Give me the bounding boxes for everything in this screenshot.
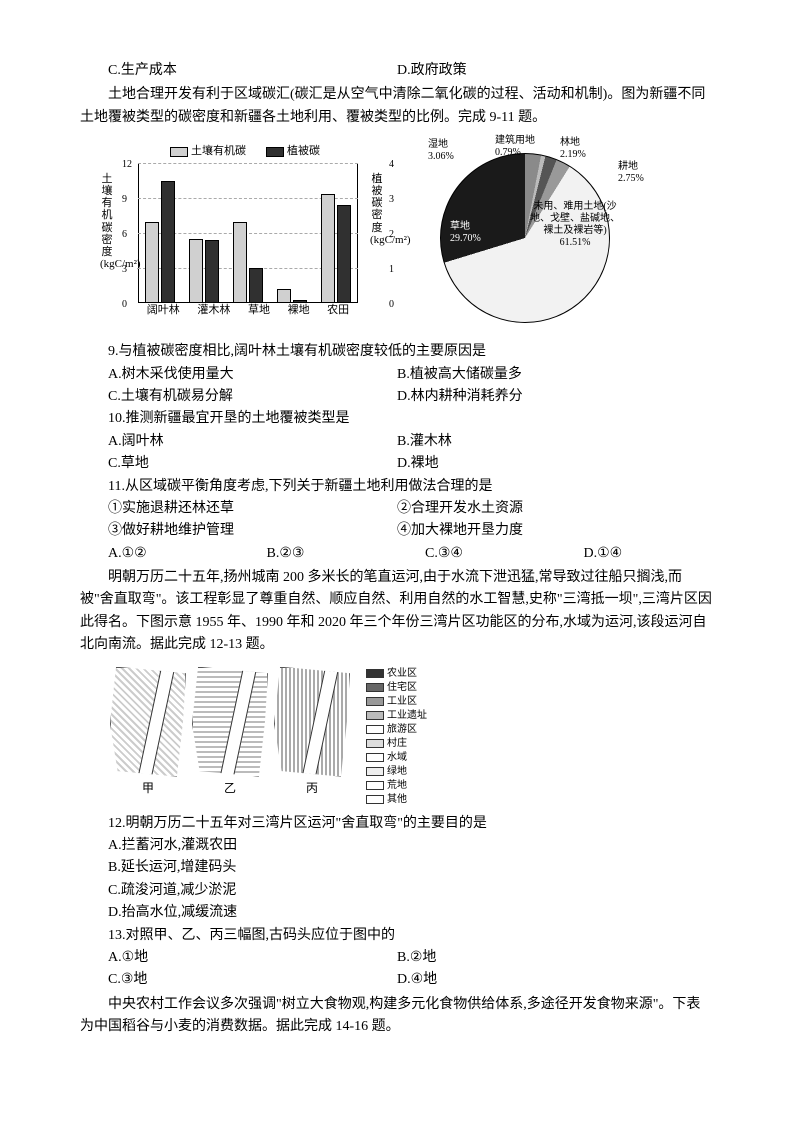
maps-figure: 甲 乙 丙 农业区住宅区工业区工业遗址旅游区村庄水域绿地荒地其他 [110,667,714,807]
pie-forest: 林地2.19% [560,137,586,161]
q10-c: C.草地 [80,453,397,475]
q13-d: D.④地 [397,969,714,991]
legend-soil: 土壤有机碳 [191,145,246,157]
q11-stem: 11.从区域碳平衡角度考虑,下列关于新疆土地利用做法合理的是 [80,476,714,498]
pie-unused: 未用、难用土地(沙地、戈壁、盐碱地、裸土及裸岩等)61.51% [530,201,620,249]
pie-wet: 湿地3.06% [428,139,454,163]
q13-a: A.①地 [80,947,397,969]
q12-b: B.延长运河,增建码头 [80,857,714,879]
map-caption-c: 丙 [274,779,350,798]
intro-2: 明朝万历二十五年,扬州城南 200 多米长的笔直运河,由于水流下泄迅猛,常导致过… [80,567,714,657]
map-a [110,667,186,777]
q13-stem: 13.对照甲、乙、丙三幅图,古码头应位于图中的 [80,925,714,947]
legend-veg: 植被碳 [287,145,320,157]
q10-a: A.阔叶林 [80,431,397,453]
q11-o3: ③做好耕地维护管理 [80,520,397,542]
intro-1: 土地合理开发有利于区域碳汇(碳汇是从空气中清除二氧化碳的过程、活动和机制)。图为… [80,84,714,129]
map-caption-a: 甲 [110,779,186,798]
q9-d: D.林内耕种消耗养分 [397,386,714,408]
q13-b: B.②地 [397,947,714,969]
q9-b: B.植被高大储碳量多 [397,364,714,386]
q11-a: A.①② [80,543,239,565]
map-caption-b: 乙 [192,779,268,798]
q11-o1: ①实施退耕还林还草 [80,498,397,520]
q12-a: A.拦蓄河水,灌溉农田 [80,835,714,857]
opt-d: D.政府政策 [397,60,714,82]
q11-o2: ②合理开发水土资源 [397,498,714,520]
q10-b: B.灌木林 [397,431,714,453]
q9-stem: 9.与植被碳密度相比,阔叶林土壤有机碳密度较低的主要原因是 [80,341,714,363]
q10-stem: 10.推测新疆最宜开垦的土地覆被类型是 [80,408,714,430]
q9-c: C.土壤有机碳易分解 [80,386,397,408]
q12-stem: 12.明朝万历二十五年对三湾片区运河"舍直取弯"的主要目的是 [80,813,714,835]
pie-chart: 湿地3.06% 建筑用地0.79% 林地2.19% 耕地2.75% 草地29.7… [400,143,680,333]
map-b [192,667,268,777]
pie-crop: 耕地2.75% [618,161,644,185]
q9-a: A.树木采伐使用量大 [80,364,397,386]
q12-d: D.抬高水位,减缓流速 [80,902,714,924]
map-legend: 农业区住宅区工业区工业遗址旅游区村庄水域绿地荒地其他 [366,667,427,807]
charts-row: 土壤有机碳 植被碳 土壤有机碳密度 (kgC/m²) 植被碳密度 (kgC/m²… [100,143,714,333]
pie-build: 建筑用地0.79% [495,135,535,159]
q11-o4: ④加大裸地开垦力度 [397,520,714,542]
map-c [274,667,350,777]
intro-3: 中央农村工作会议多次强调"树立大食物观,构建多元化食物供给体系,多途径开发食物来… [80,994,714,1039]
bar-chart: 土壤有机碳 植被碳 土壤有机碳密度 (kgC/m²) 植被碳密度 (kgC/m²… [100,143,380,333]
q11-b: B.②③ [239,543,398,565]
y-left-label: 土壤有机碳密度 (kgC/m²) [100,173,114,270]
q13-c: C.③地 [80,969,397,991]
pie-grass: 草地29.70% [450,221,481,245]
q12-c: C.疏浚河道,减少淤泥 [80,880,714,902]
q10-d: D.裸地 [397,453,714,475]
opt-c: C.生产成本 [80,60,397,82]
q11-d: D.①④ [556,543,715,565]
q11-c: C.③④ [397,543,556,565]
y-right-label: 植被碳密度 (kgC/m²) [370,173,384,246]
